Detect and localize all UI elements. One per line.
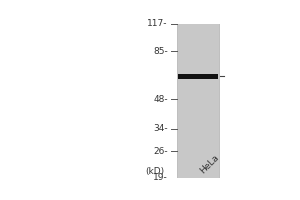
Bar [178, 74, 218, 79]
Text: HeLa: HeLa [198, 153, 220, 175]
Text: 85-: 85- [153, 47, 168, 56]
Text: 117-: 117- [147, 20, 168, 28]
Text: 34-: 34- [153, 124, 168, 133]
Text: 26-: 26- [153, 147, 168, 156]
Text: 48-: 48- [153, 95, 168, 104]
Text: 19-: 19- [153, 173, 168, 182]
Text: (kD): (kD) [145, 167, 164, 176]
Bar [177, 18, 219, 191]
